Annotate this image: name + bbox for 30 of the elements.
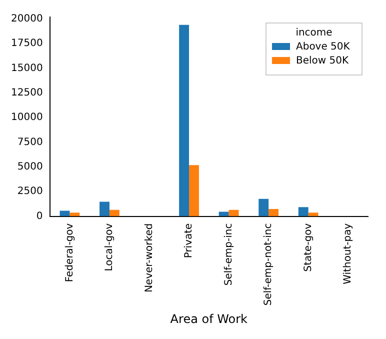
bar xyxy=(100,202,110,216)
legend-label: Below 50K xyxy=(296,56,349,67)
bar xyxy=(189,165,199,216)
x-tick-label: Self-emp-inc xyxy=(223,223,234,286)
x-tick-label: Self-emp-not-inc xyxy=(263,223,274,306)
y-tick-label: 17500 xyxy=(11,38,43,50)
legend-label: Above 50K xyxy=(296,42,350,53)
bar xyxy=(109,210,120,216)
bar xyxy=(268,208,279,216)
x-tick-label: Without-pay xyxy=(342,223,354,284)
y-tick-label: 7500 xyxy=(17,136,43,148)
bar xyxy=(179,24,190,216)
y-tick-label: 12500 xyxy=(11,88,43,99)
y-tick-label: 15000 xyxy=(11,62,43,74)
bar xyxy=(70,212,80,216)
legend-title: income xyxy=(296,28,332,39)
x-tick-label: Local-gov xyxy=(104,223,116,272)
bar xyxy=(258,198,269,216)
x-tick-label: Federal-gov xyxy=(64,223,76,282)
y-tick-label: 10000 xyxy=(11,112,43,124)
x-tick-label: Private xyxy=(184,223,195,258)
y-tick-label: 0 xyxy=(36,210,43,222)
bar xyxy=(308,212,318,216)
y-tick-label: 5000 xyxy=(17,162,43,173)
y-tick-label: 2500 xyxy=(17,186,43,198)
x-tick-label: State-gov xyxy=(302,223,314,272)
y-tick-label: 20000 xyxy=(11,14,43,25)
bar xyxy=(298,207,308,216)
x-tick-label: Never-worked xyxy=(144,223,155,292)
x-axis-title: Area of Work xyxy=(170,312,248,326)
